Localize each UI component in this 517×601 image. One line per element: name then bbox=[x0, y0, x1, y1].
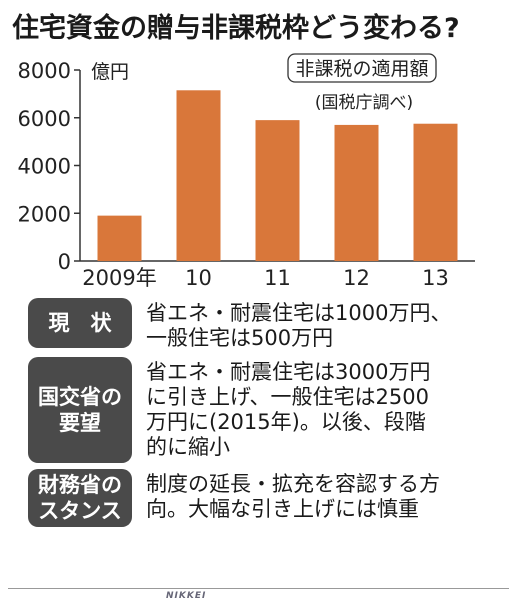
x-tick-label: 2009年 bbox=[82, 266, 156, 290]
bar bbox=[97, 215, 142, 261]
text-mof-stance: 制度の延長・拡充を容認する方 向。大幅な引き上げには慎重 bbox=[146, 472, 440, 521]
text-current: 省エネ・耐震住宅は1000万円、 一般住宅は500万円 bbox=[146, 301, 452, 350]
legend-box bbox=[287, 53, 437, 83]
x-tick-label: 13 bbox=[422, 266, 449, 290]
y-unit-label: 億円 bbox=[91, 61, 129, 83]
bar bbox=[255, 120, 300, 261]
bar bbox=[413, 123, 458, 261]
legend-label: 非課税の適用額 bbox=[295, 58, 428, 80]
x-tick-label: 10 bbox=[185, 266, 212, 290]
y-tick-label: 0 bbox=[58, 250, 71, 274]
bar bbox=[176, 90, 221, 261]
bar-chart: 0 2000 4000 6000 8000 億円 2009年 10 11 12 13 非課税の適用額 (… bbox=[18, 53, 475, 290]
nikkei-logo: NIKKEI bbox=[166, 591, 207, 601]
y-tick-label: 2000 bbox=[18, 202, 71, 226]
label-current: 現 状 bbox=[28, 298, 132, 348]
y-tick-label: 8000 bbox=[18, 59, 71, 83]
row-mlit-request: 国交省の 要望 省エネ・耐震住宅は3000万円 に引き上げ、一般住宅は2500 … bbox=[28, 357, 498, 463]
footer-divider bbox=[8, 588, 509, 589]
chart-title: 住宅資金の贈与非課税枠どう変わる? bbox=[12, 13, 460, 44]
x-tick-label: 11 bbox=[264, 266, 291, 290]
comparison-table: 現 状 省エネ・耐震住宅は1000万円、 一般住宅は500万円 国交省の 要望 … bbox=[28, 298, 498, 533]
text-mlit-request: 省エネ・耐震住宅は3000万円 に引き上げ、一般住宅は2500 万円に(2015… bbox=[146, 360, 431, 459]
bar bbox=[334, 124, 379, 261]
source-note: (国税庁調べ) bbox=[315, 93, 413, 113]
row-mof-stance: 財務省の スタンス 制度の延長・拡充を容認する方 向。大幅な引き上げには慎重 bbox=[28, 469, 498, 527]
row-current: 現 状 省エネ・耐震住宅は1000万円、 一般住宅は500万円 bbox=[28, 298, 498, 351]
label-mof-stance: 財務省の スタンス bbox=[28, 469, 132, 527]
label-mlit-request: 国交省の 要望 bbox=[28, 357, 132, 463]
x-tick-label: 12 bbox=[343, 266, 370, 290]
y-tick-label: 6000 bbox=[18, 107, 71, 131]
y-tick-label: 4000 bbox=[18, 155, 71, 179]
